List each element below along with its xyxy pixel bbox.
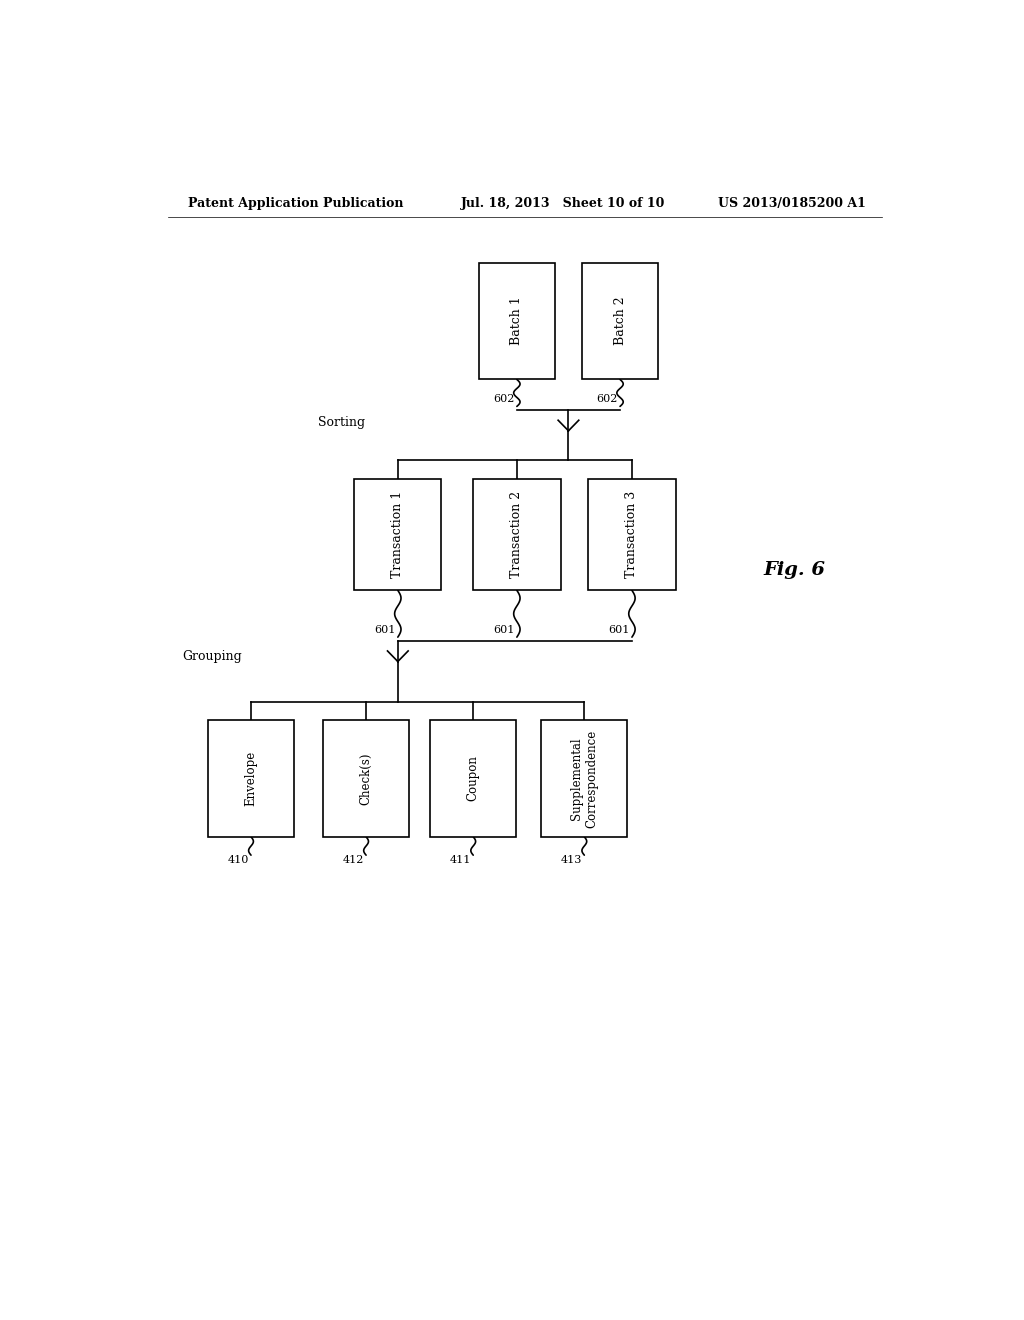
FancyBboxPatch shape <box>354 479 441 590</box>
Text: Transaction 3: Transaction 3 <box>626 491 638 578</box>
Text: Patent Application Publication: Patent Application Publication <box>187 197 403 210</box>
Text: 601: 601 <box>374 626 395 635</box>
FancyBboxPatch shape <box>479 263 555 379</box>
FancyBboxPatch shape <box>542 719 627 837</box>
Text: 411: 411 <box>450 855 471 865</box>
FancyBboxPatch shape <box>473 479 560 590</box>
Text: 601: 601 <box>494 626 514 635</box>
Text: 410: 410 <box>227 855 249 865</box>
Text: Coupon: Coupon <box>467 755 479 801</box>
Text: 602: 602 <box>494 395 514 404</box>
Text: Grouping: Grouping <box>182 649 242 663</box>
Text: US 2013/0185200 A1: US 2013/0185200 A1 <box>718 197 866 210</box>
Text: Check(s): Check(s) <box>359 752 373 805</box>
Text: 602: 602 <box>596 395 617 404</box>
FancyBboxPatch shape <box>208 719 294 837</box>
Text: 412: 412 <box>342 855 364 865</box>
Text: Batch 2: Batch 2 <box>613 297 627 346</box>
Text: 601: 601 <box>608 626 630 635</box>
Text: Supplemental
Correspondence: Supplemental Correspondence <box>570 729 598 828</box>
Text: Transaction 1: Transaction 1 <box>391 491 404 578</box>
Text: Jul. 18, 2013   Sheet 10 of 10: Jul. 18, 2013 Sheet 10 of 10 <box>461 197 666 210</box>
Text: Transaction 2: Transaction 2 <box>510 491 523 578</box>
Text: Envelope: Envelope <box>245 751 257 807</box>
FancyBboxPatch shape <box>588 479 676 590</box>
FancyBboxPatch shape <box>324 719 409 837</box>
FancyBboxPatch shape <box>430 719 516 837</box>
FancyBboxPatch shape <box>583 263 657 379</box>
Text: 413: 413 <box>560 855 582 865</box>
Text: Sorting: Sorting <box>318 416 366 429</box>
Text: Fig. 6: Fig. 6 <box>764 561 825 579</box>
Text: Batch 1: Batch 1 <box>510 297 523 346</box>
